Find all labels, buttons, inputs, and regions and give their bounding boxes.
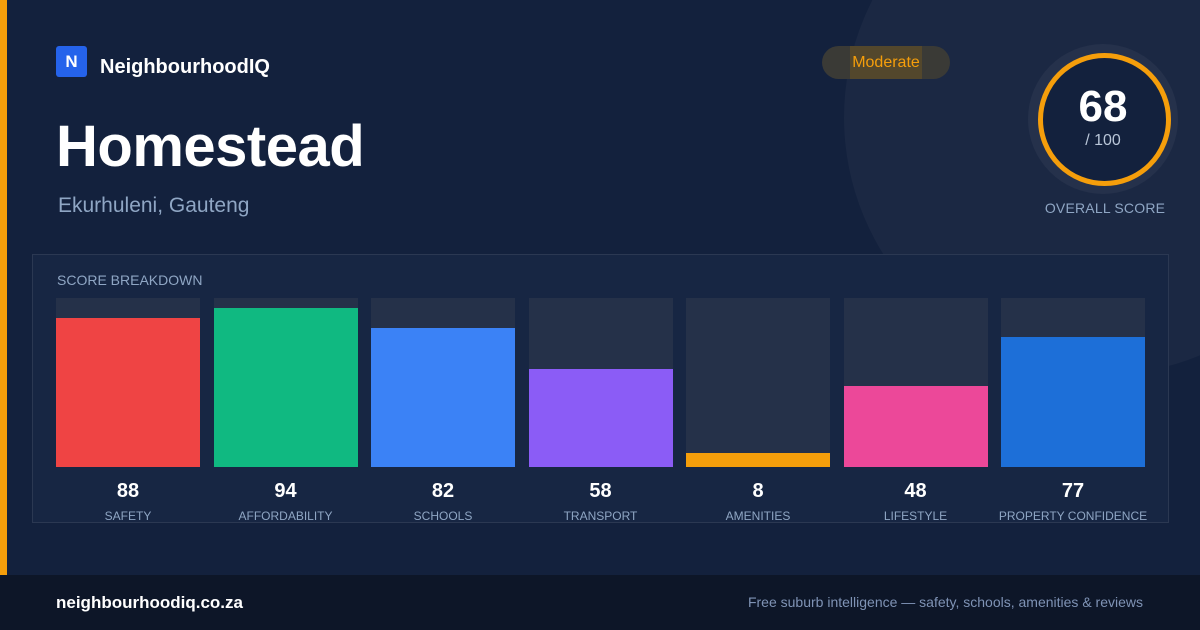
overall-score-ring: 68 / 100 (1028, 44, 1178, 194)
bar-fill-property-confidence (1001, 336, 1145, 467)
bar-label-property-confidence: PROPERTY CONFIDENCE (998, 509, 1148, 523)
bar-label-safety: SAFETY (104, 509, 152, 523)
score-breakdown-panel: SCORE BREAKDOWN 88 SAFETY 94 AFFORDABILITY 8… (32, 254, 1169, 523)
bar-label-transport: TRANSPORT (563, 509, 638, 523)
footer: neighbourhoodiq.co.za Free suburb intell… (0, 575, 1200, 630)
bar-value-affordability: 94 (274, 480, 297, 502)
bar-track (371, 298, 515, 467)
breakdown-title: SCORE BREAKDOWN (57, 272, 203, 288)
bar-value-property-confidence: 77 (1061, 480, 1085, 502)
score-ring-progress (1038, 53, 1171, 186)
bar-fill-safety (56, 318, 200, 467)
bar-fill-affordability (213, 308, 358, 467)
suburb-location: Ekurhuleni, Gauteng (58, 194, 250, 217)
bar-label-lifestyle: LIFESTYLE (883, 509, 948, 523)
bar-value-schools: 82 (431, 480, 455, 502)
brand-name: NeighbourhoodIQ (100, 56, 270, 78)
overall-score-max: / 100 (1085, 132, 1121, 149)
footer-tagline: Free suburb intelligence — safety, schoo… (747, 594, 1143, 610)
brand-logo-icon: N (56, 46, 87, 77)
accent-bar (0, 0, 7, 575)
bar-track (213, 298, 358, 467)
bar-track (56, 298, 200, 467)
bar-value-amenities: 8 (752, 480, 764, 502)
bar-track (528, 298, 673, 467)
suburb-name: Homestead (56, 114, 365, 179)
brand: N NeighbourhoodIQ (56, 46, 270, 78)
footer-url[interactable]: neighbourhoodiq.co.za (56, 593, 243, 612)
bar-fill-lifestyle (843, 385, 988, 467)
bar-track (843, 298, 988, 467)
rating-badge-label: Moderate (852, 53, 920, 71)
bar-label-schools: SCHOOLS (413, 509, 473, 523)
bar-track (1001, 298, 1145, 467)
overall-score-label: OVERALL SCORE (1044, 200, 1166, 216)
bar-label-amenities: AMENITIES (725, 509, 791, 523)
rating-badge: Moderate (822, 46, 950, 79)
bar-track (686, 298, 830, 467)
bar-value-lifestyle: 48 (904, 480, 927, 502)
bar-fill-amenities (686, 453, 830, 467)
bar-value-safety: 88 (116, 480, 140, 502)
score-card: N NeighbourhoodIQ Moderate Homestead Eku… (0, 0, 1178, 575)
bar-fill-schools (371, 328, 515, 467)
overall-score-value: 68 (1078, 82, 1128, 131)
bar-label-affordability: AFFORDABILITY (238, 509, 333, 523)
bar-fill-transport (528, 368, 673, 467)
bar-value-transport: 58 (589, 480, 612, 502)
